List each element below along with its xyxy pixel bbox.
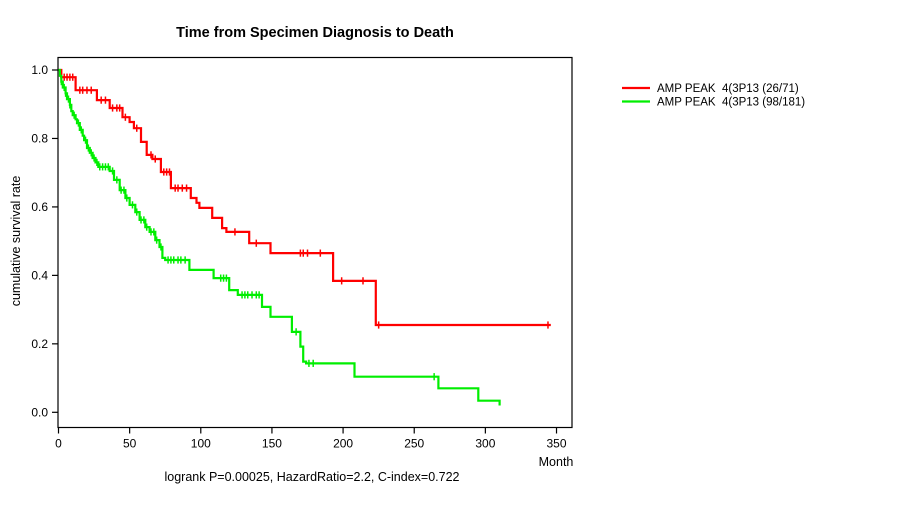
legend-label: AMP PEAK 4(3P13 (98/181): [657, 97, 805, 109]
x-axis-tick-label: 100: [191, 437, 211, 451]
survival-curve-0: [58, 68, 551, 327]
y-axis-tick-label: 0.2: [31, 337, 48, 351]
plot-box: [57, 56, 573, 429]
y-axis-tick-label: 0.6: [31, 200, 48, 214]
legend-label: AMP PEAK 4(3P13 (26/71): [657, 83, 799, 95]
x-axis-tick-label: 150: [262, 437, 282, 451]
x-axis-tick-label: 300: [475, 437, 495, 451]
x-axis-label: Month: [539, 455, 574, 469]
legend: AMP PEAK 4(3P13 (26/71) AMP PEAK 4(3P13 (…: [622, 83, 805, 109]
y-axis-tick-label: 0.4: [31, 269, 48, 283]
x-axis-tick-label: 350: [546, 437, 566, 451]
x-axis-tick-label: 200: [333, 437, 353, 451]
x-axis-tick-label: 50: [123, 437, 137, 451]
y-axis-tick-label: 0.8: [31, 132, 48, 146]
y-axis: 0.0 0.2 0.4 0.6 0.8 1.0: [31, 63, 58, 420]
stats-annotation: logrank P=0.00025, HazardRatio=2.2, C-in…: [165, 470, 460, 484]
y-axis-label: cumulative survival rate: [9, 176, 23, 307]
survival-curve-1: [58, 68, 501, 406]
x-axis-tick-label: 0: [55, 437, 62, 451]
y-axis-tick-label: 0.0: [31, 406, 48, 420]
y-axis-tick-label: 1.0: [31, 63, 48, 77]
plot-area: [57, 56, 573, 429]
x-axis-tick-label: 250: [404, 437, 424, 451]
x-axis: 0 50 100 150 200 250 300 350: [55, 427, 567, 451]
chart-title: Time from Specimen Diagnosis to Death: [176, 25, 454, 41]
